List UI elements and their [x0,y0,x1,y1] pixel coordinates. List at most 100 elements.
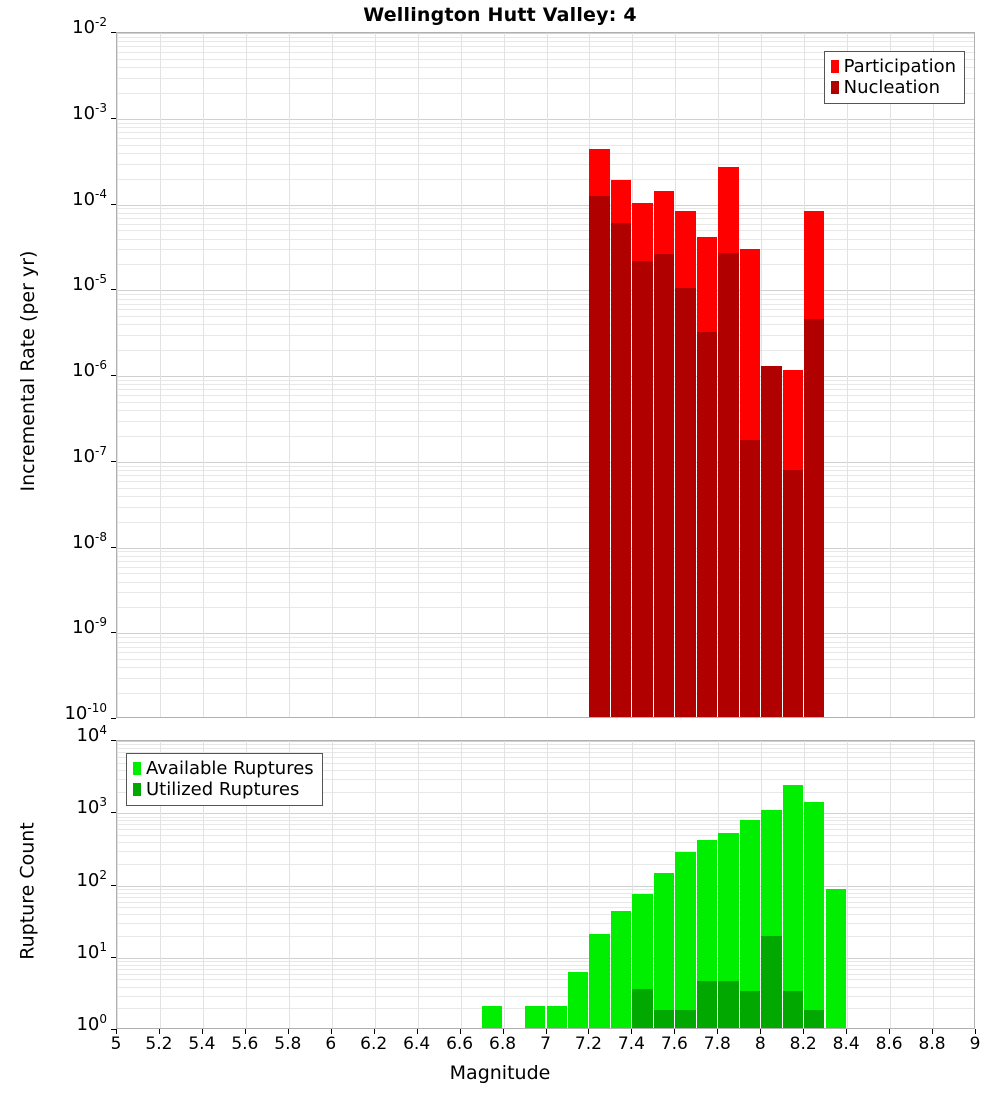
bar-segment-nucleation [653,254,675,717]
gridline [117,607,974,609]
y-tick-mark [111,32,116,33]
gridline-vertical [374,741,376,1028]
gridline [117,506,974,508]
y-tick-mark [111,546,116,548]
x-tick-label: 5 [110,1034,122,1054]
bottom-bar-group [117,741,974,1028]
gridline [117,137,974,139]
y-tick-mark [111,884,116,886]
gridline [117,762,974,764]
gridline [117,813,974,815]
gridline [117,851,974,853]
gridline [117,470,974,472]
gridline [117,410,974,412]
x-tick-mark [158,1029,160,1034]
gridline [117,495,974,497]
gridline [117,435,974,437]
bar-rupture-count-7.8 [718,741,739,1028]
bar-incremental-rate-7.6 [675,33,696,717]
x-tick-label: 8.8 [918,1034,946,1054]
gridline [117,217,974,219]
gridline [117,907,974,909]
x-tick-label: 7.8 [703,1034,731,1054]
gridline [117,892,974,894]
gridline [117,36,974,38]
bar-segment-utilized-ruptures [675,1009,696,1028]
gridline [117,420,974,422]
gridline-vertical [202,741,204,1028]
participation-swatch-icon [830,60,839,74]
x-tick-mark [330,1029,332,1034]
x-tick-mark [588,1029,590,1034]
y-tick-mark [111,203,116,205]
gridline [117,641,974,643]
gridline [117,33,974,34]
gridline-vertical [159,33,161,717]
bar-incremental-rate-7.4 [632,33,653,717]
gridline [117,769,974,771]
bar-segment-utilized-ruptures [739,990,761,1028]
legend-item-utilized-ruptures: Utilized Ruptures [133,779,314,800]
gridline [117,163,974,165]
gridline [117,384,974,386]
gridline-vertical [503,33,505,717]
bar-segment-available-ruptures [589,934,610,1028]
bar-segment-nucleation [718,252,739,717]
gridline [117,979,974,981]
gridline [117,461,974,463]
gridline-vertical [117,741,118,1028]
x-tick-label: 5.8 [274,1034,302,1054]
gridline-vertical [159,741,161,1028]
legend-item-nucleation: Nucleation [830,77,956,98]
x-tick-mark [717,1029,719,1034]
legend-label-utilized-ruptures: Utilized Ruptures [146,779,300,801]
gridline-vertical [933,33,935,717]
bar-incremental-rate-8.1 [782,33,803,717]
gridline-vertical [847,33,849,717]
gridline [117,659,974,661]
bar-segment-available-ruptures [739,819,761,1028]
bar-segment-available-ruptures [482,1006,503,1028]
y-tick-mark [111,1029,116,1030]
y-tick-label: 10-2 [72,15,107,38]
bar-rupture-count-6.7 [482,741,503,1028]
y-tick-label: 10-3 [72,100,107,124]
x-tick-mark [116,1029,117,1034]
gridline-vertical [331,33,333,717]
utilized-ruptures-swatch-icon [133,783,141,797]
nucleation-swatch-icon [830,81,839,95]
y-tick-label: 100 [76,1012,107,1035]
y-tick-label: 10-9 [72,615,107,639]
page-title: Wellington Hutt Valley: 4 [363,4,637,26]
bar-segment-utilized-ruptures [761,935,782,1028]
bar-incremental-rate-8 [761,33,782,717]
gridline [117,118,974,120]
y-tick-mark [111,375,116,376]
gridline [117,290,974,292]
gridline [117,264,974,266]
bar-rupture-count-7.1 [567,741,589,1028]
gridline [117,298,974,300]
gridline [117,652,974,654]
bar-segment-nucleation [589,195,610,717]
bar-rupture-count-7.9 [739,741,761,1028]
gridline [117,936,974,937]
legend-rupture-count: Available Ruptures Utilized Ruptures [126,753,323,807]
bar-segment-available-ruptures [804,801,825,1028]
x-tick-mark [631,1029,633,1034]
bar-rupture-count-7.7 [696,741,718,1028]
y-tick-mark [111,956,116,958]
bar-rupture-count-7.4 [632,741,653,1028]
x-tick-mark [889,1029,891,1034]
gridline-vertical [331,741,333,1028]
gridline-vertical [288,741,290,1028]
gridline [117,58,974,60]
incremental-rate-plot-area: Participation Nucleation [116,32,975,718]
x-tick-label: 7.2 [574,1034,602,1054]
gridline-vertical [288,33,290,717]
gridline [117,350,974,352]
gridline-vertical [847,741,849,1028]
x-tick-label: 8.6 [875,1034,903,1054]
gridline [117,487,974,489]
